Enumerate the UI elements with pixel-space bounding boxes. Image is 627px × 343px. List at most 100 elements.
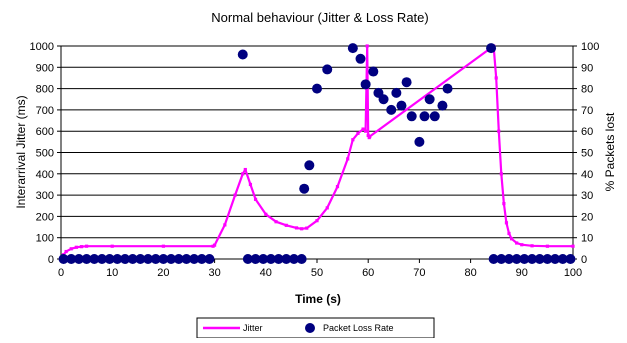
jitter-point [504, 221, 509, 225]
jitter-point [509, 237, 514, 241]
packet-loss-point [527, 254, 538, 264]
jitter-point [284, 223, 288, 227]
jitter-point [502, 202, 506, 206]
packet-loss-point [173, 254, 184, 264]
jitter-point [364, 129, 368, 133]
packet-loss-point [250, 254, 261, 264]
packet-loss-point [486, 43, 497, 54]
packet-loss-point [368, 66, 379, 77]
jitter-point [241, 172, 245, 176]
jitter-point [294, 226, 299, 230]
packet-loss-point [112, 254, 123, 264]
packet-loss-point [534, 254, 545, 264]
packet-loss-point [360, 79, 371, 90]
packet-loss-point [73, 254, 84, 264]
packet-loss-point [429, 111, 440, 122]
packet-loss-point [424, 94, 435, 105]
jitter-point [274, 220, 278, 224]
y-tick-label: 100 [36, 233, 54, 245]
y-tick-label: 500 [36, 148, 54, 160]
jitter-point [213, 243, 217, 247]
jitter-point [325, 206, 329, 210]
y2-tick-label: 0 [581, 254, 587, 266]
packet-loss-point [158, 254, 169, 264]
packet-loss-point [196, 254, 207, 264]
packet-loss-point [181, 254, 192, 264]
y-tick-label: 1000 [30, 41, 54, 53]
y2-tick-label: 30 [581, 190, 593, 202]
legend-loss-label: Packet Loss Rate [323, 323, 394, 333]
packet-loss-point [496, 254, 507, 264]
packet-loss-point [504, 254, 514, 264]
chart-title: Normal behaviour (Jitter & Loss Rate) [211, 10, 428, 25]
y2-axis-title: % Packets lost [603, 112, 617, 191]
y2-tick-label: 20 [581, 211, 593, 223]
y-tick-label: 0 [48, 254, 54, 266]
x-tick-label: 30 [208, 267, 220, 279]
packet-loss-point [237, 49, 248, 60]
x-tick-label: 80 [464, 267, 476, 279]
tick-labels: 0100200300400500600700800900100001020304… [30, 41, 600, 279]
packet-loss-point [312, 83, 322, 94]
packet-loss-point [66, 254, 77, 264]
x-tick-label: 100 [564, 267, 582, 279]
packet-loss-point [378, 94, 389, 105]
jitter-point [361, 127, 365, 131]
y2-tick-label: 70 [581, 105, 593, 117]
jitter-point [110, 244, 114, 248]
y2-tick-label: 10 [581, 233, 593, 245]
packet-loss-point [437, 100, 448, 111]
x-tick-label: 0 [58, 267, 64, 279]
packet-loss-point [258, 254, 269, 264]
packet-loss-point [419, 111, 430, 122]
jitter-point [248, 182, 253, 187]
jitter-point [74, 245, 78, 249]
jitter-point [356, 131, 360, 135]
packet-loss-point [58, 254, 69, 264]
packet-loss-point [550, 254, 561, 264]
packet-loss-point [288, 254, 299, 264]
y2-tick-label: 40 [581, 169, 593, 181]
packet-loss-point [519, 254, 530, 264]
y-tick-label: 800 [36, 84, 54, 96]
jitter-point [346, 157, 350, 161]
packet-loss-point [96, 254, 107, 264]
jitter-point [515, 241, 519, 245]
jitter-point [79, 245, 84, 249]
packet-loss-point [396, 100, 407, 111]
jitter-point [85, 244, 89, 248]
packet-loss-point [391, 87, 402, 98]
packet-loss-point [104, 254, 115, 264]
jitter-point [253, 197, 258, 201]
jitter-point [507, 231, 511, 236]
y-tick-label: 600 [36, 126, 54, 138]
jitter-point [520, 243, 524, 247]
packet-loss-point [273, 254, 284, 264]
packet-loss-point [355, 53, 366, 64]
y2-tick-label: 100 [581, 41, 599, 53]
jitter-point [305, 226, 309, 230]
jitter-point [499, 172, 503, 176]
packet-loss-point [189, 254, 200, 264]
x-tick-label: 40 [260, 267, 272, 279]
x-tick-label: 20 [157, 267, 169, 279]
y-tick-label: 900 [36, 62, 54, 74]
y2-tick-label: 90 [581, 62, 593, 74]
packet-loss-point [296, 254, 307, 264]
packet-loss-point [386, 104, 397, 115]
jitter-point [365, 44, 369, 48]
packet-loss-point [127, 254, 138, 264]
jitter-point [264, 212, 268, 216]
packet-loss-point [89, 254, 100, 264]
packet-loss-point [299, 183, 310, 194]
series-layer [58, 43, 576, 264]
jitter-point [368, 134, 372, 139]
jitter-point [161, 244, 165, 248]
packet-loss-point [401, 77, 412, 88]
jitter-point [233, 193, 237, 197]
packet-loss-point [204, 254, 215, 264]
x-tick-label: 70 [413, 267, 425, 279]
jitter-point [315, 219, 319, 223]
x-tick-label: 90 [516, 267, 528, 279]
